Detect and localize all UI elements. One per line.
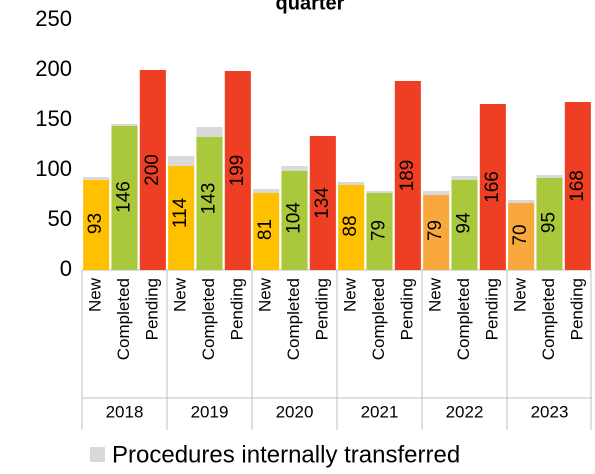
value-label: 200 xyxy=(142,154,163,186)
x-tick-label: Completed xyxy=(369,278,388,360)
transferred-segment xyxy=(423,191,450,195)
transferred-segment xyxy=(253,189,280,193)
bar xyxy=(423,191,450,270)
y-tick-label: 100 xyxy=(35,156,72,181)
transferred-segment xyxy=(168,156,195,166)
value-label: 104 xyxy=(284,202,305,234)
value-label: 70 xyxy=(510,224,531,245)
value-label: 81 xyxy=(255,219,276,240)
bar xyxy=(83,177,110,270)
value-label: 199 xyxy=(227,155,248,187)
value-label: 134 xyxy=(312,187,333,219)
value-label: 114 xyxy=(170,197,191,228)
value-label: 88 xyxy=(340,215,361,236)
transferred-segment xyxy=(196,127,223,137)
x-tick-label: Completed xyxy=(114,278,133,360)
x-tick-label: Completed xyxy=(284,278,303,360)
x-tick-label: Completed xyxy=(199,278,218,360)
y-tick-label: 200 xyxy=(35,56,72,81)
value-label: 79 xyxy=(369,220,390,241)
group-label: 2020 xyxy=(276,402,314,421)
y-tick-label: 250 xyxy=(35,6,72,31)
bar xyxy=(394,81,421,270)
transferred-segment xyxy=(338,182,365,185)
value-label: 93 xyxy=(85,213,106,234)
legend-swatch xyxy=(90,447,105,462)
group-label: 2022 xyxy=(446,402,484,421)
transferred-segment xyxy=(366,191,393,193)
transferred-segment xyxy=(111,124,138,126)
x-tick-label: Pending xyxy=(142,278,161,340)
bar xyxy=(479,104,506,270)
value-label: 146 xyxy=(114,181,135,213)
y-tick-label: 0 xyxy=(60,256,72,281)
x-tick-label: Pending xyxy=(397,278,416,340)
value-label: 168 xyxy=(567,170,588,202)
value-label: 95 xyxy=(539,212,560,233)
transferred-segment xyxy=(83,177,110,180)
x-tick-label: Pending xyxy=(227,278,246,340)
bar xyxy=(196,127,223,270)
value-label: 143 xyxy=(199,183,220,215)
bar xyxy=(224,71,251,270)
group-label: 2018 xyxy=(106,402,144,421)
x-tick-label: New xyxy=(256,277,275,312)
value-label: 94 xyxy=(454,212,475,234)
x-tick-label: New xyxy=(171,277,190,312)
bar xyxy=(508,200,535,270)
x-tick-label: Pending xyxy=(567,278,586,340)
transferred-segment xyxy=(451,176,478,180)
bar xyxy=(338,182,365,270)
x-tick-label: New xyxy=(511,277,530,312)
bar xyxy=(536,175,563,270)
value-label: 79 xyxy=(425,220,446,241)
transferred-segment xyxy=(508,200,535,203)
bar xyxy=(309,136,336,270)
bar xyxy=(564,102,591,270)
bar xyxy=(281,166,308,270)
legend-label: Procedures internally transferred xyxy=(112,441,460,468)
x-tick-label: Pending xyxy=(312,278,331,340)
bar xyxy=(139,70,166,270)
bar xyxy=(451,176,478,270)
bar xyxy=(366,191,393,270)
x-tick-label: New xyxy=(426,277,445,312)
group-label: 2019 xyxy=(191,402,229,421)
group-label: 2023 xyxy=(531,402,569,421)
transferred-segment xyxy=(281,166,308,171)
value-label: 189 xyxy=(397,160,418,192)
x-tick-label: Completed xyxy=(539,278,558,360)
y-tick-label: 50 xyxy=(48,206,72,231)
group-label: 2021 xyxy=(361,402,399,421)
x-tick-label: New xyxy=(341,277,360,312)
y-tick-label: 150 xyxy=(35,106,72,131)
transferred-segment xyxy=(536,175,563,178)
chart-title: quarter xyxy=(276,0,345,14)
value-label: 166 xyxy=(482,171,503,203)
bar xyxy=(111,124,138,270)
x-tick-label: Pending xyxy=(482,278,501,340)
x-tick-label: New xyxy=(86,277,105,312)
bar xyxy=(253,189,280,270)
bar xyxy=(168,156,195,270)
x-tick-label: Completed xyxy=(454,278,473,360)
